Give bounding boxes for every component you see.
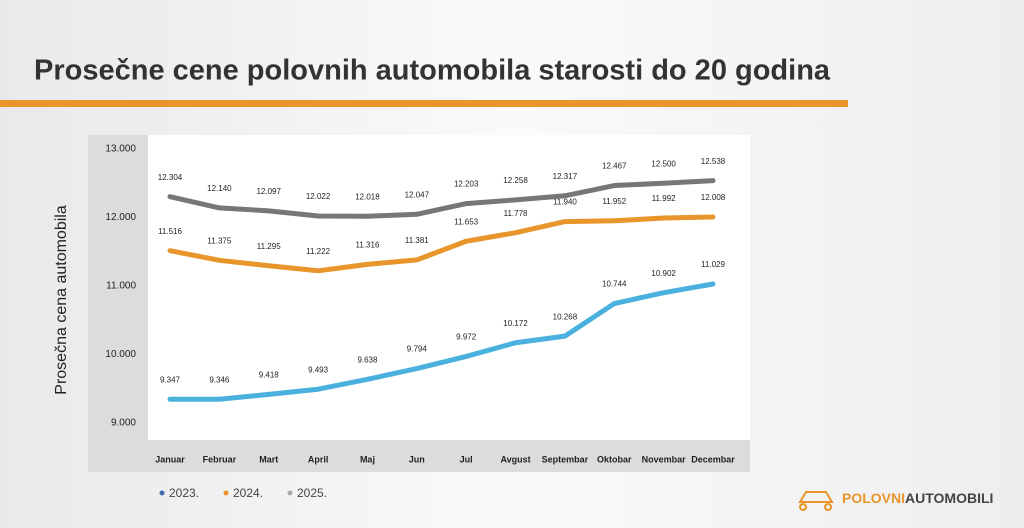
logo-icon <box>798 491 834 511</box>
y-tick-label: 11.000 <box>106 281 136 292</box>
x-tick-label: Decembar <box>691 454 735 464</box>
legend-label: 2024. <box>233 486 263 500</box>
data-label: 12.500 <box>651 159 676 168</box>
data-label: 11.295 <box>257 242 281 251</box>
line <box>167 281 716 402</box>
data-label: 11.316 <box>356 240 380 249</box>
data-label: 12.203 <box>454 180 479 189</box>
data-label: 11.029 <box>701 260 725 269</box>
data-label: 12.008 <box>701 193 726 202</box>
y-tick-label: 9.000 <box>111 418 136 429</box>
data-label: 11.653 <box>454 217 478 226</box>
data-label: 10.744 <box>602 280 627 289</box>
plot-area <box>148 135 750 440</box>
data-label: 9.638 <box>357 355 378 364</box>
x-tick-label: Septembar <box>542 454 589 464</box>
x-tick-label: Januar <box>155 454 185 464</box>
data-label: 10.172 <box>503 319 528 328</box>
y-tick-label: 12.000 <box>105 212 136 223</box>
data-label: 12.467 <box>602 162 627 171</box>
data-label: 11.375 <box>207 236 231 245</box>
data-label: 12.304 <box>158 173 183 182</box>
data-label: 11.778 <box>504 209 528 218</box>
data-label: 11.222 <box>306 247 330 256</box>
data-label: 12.022 <box>306 192 331 201</box>
legend-marker <box>223 490 229 496</box>
data-label: 9.972 <box>456 333 477 342</box>
x-tick-label: Oktobar <box>597 454 632 464</box>
logo-part: AUTOMOBILI <box>905 490 993 506</box>
title-bar <box>0 100 848 107</box>
data-label: 11.952 <box>602 197 626 206</box>
x-tick-label: Mart <box>259 454 278 464</box>
x-tick-label: Februar <box>203 454 237 464</box>
data-label: 10.268 <box>553 312 578 321</box>
logo-part: POLOVNI <box>842 490 905 506</box>
data-label: 11.940 <box>553 198 577 207</box>
x-tick-label: Novembar <box>642 454 687 464</box>
legend-label: 2025. <box>297 486 327 500</box>
x-tick-label: Jul <box>460 454 473 464</box>
legend-marker <box>287 490 293 496</box>
x-tick-label: Maj <box>360 454 375 464</box>
data-label: 9.347 <box>160 375 181 384</box>
y-axis-title: Prosečna cena automobila <box>53 205 70 395</box>
data-label: 11.381 <box>405 236 429 245</box>
data-label: 9.418 <box>259 370 280 379</box>
x-tick-label: April <box>308 454 329 464</box>
line <box>167 178 716 219</box>
data-label: 12.140 <box>207 184 232 193</box>
line <box>167 214 716 274</box>
data-label: 12.258 <box>503 176 528 185</box>
y-tick-label: 13.000 <box>105 144 136 155</box>
legend-marker <box>159 490 165 496</box>
data-label: 12.317 <box>553 172 578 181</box>
data-label: 9.346 <box>209 375 230 384</box>
x-tick-label: Avgust <box>500 454 530 464</box>
data-label: 11.516 <box>158 227 182 236</box>
y-tick-label: 10.000 <box>105 349 136 360</box>
x-tick-label: Jun <box>409 454 425 464</box>
logo-text: POLOVNIAUTOMOBILI <box>842 490 993 506</box>
legend-label: 2023. <box>169 486 199 500</box>
data-label: 9.794 <box>407 345 428 354</box>
data-label: 9.493 <box>308 365 329 374</box>
data-label: 12.018 <box>355 192 380 201</box>
data-label: 10.902 <box>651 269 676 278</box>
data-label: 12.097 <box>256 187 281 196</box>
data-label: 11.992 <box>652 194 676 203</box>
data-label: 12.538 <box>701 157 726 166</box>
data-label: 12.047 <box>405 190 430 199</box>
logo: POLOVNIAUTOMOBILI <box>798 490 993 511</box>
chart-title: Prosečne cene polovnih automobila staros… <box>34 55 831 87</box>
